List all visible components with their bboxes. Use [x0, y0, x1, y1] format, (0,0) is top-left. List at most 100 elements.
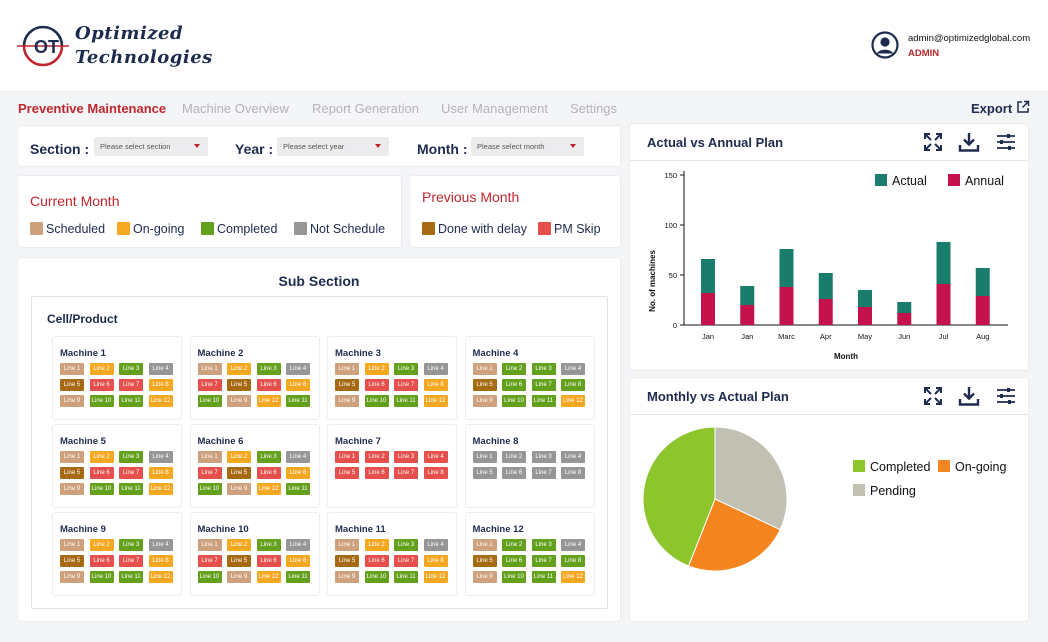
- line-badge[interactable]: Line 7: [119, 555, 143, 567]
- line-badge[interactable]: Line 9: [227, 571, 251, 583]
- line-badge[interactable]: Line 8: [423, 555, 448, 567]
- line-badge[interactable]: Line 3: [256, 363, 281, 375]
- line-badge[interactable]: Line 3: [119, 451, 143, 463]
- line-badge[interactable]: Line 3: [394, 363, 418, 375]
- line-badge[interactable]: Line 8: [561, 467, 585, 479]
- nav-machine-overview[interactable]: Machine Overview: [182, 101, 289, 116]
- line-badge[interactable]: Line 9: [335, 395, 359, 407]
- line-badge[interactable]: Line 6: [256, 467, 281, 479]
- machine-card[interactable]: Machine 11 Line 1 Line 2 Line 3 Line 4 Line 5…: [328, 513, 456, 595]
- month-select[interactable]: Please select month: [471, 137, 584, 156]
- line-badge[interactable]: Line 2: [502, 539, 526, 551]
- line-badge[interactable]: Line 12: [561, 395, 585, 407]
- line-badge[interactable]: Line 1: [197, 363, 222, 375]
- line-badge[interactable]: Line 10: [197, 483, 222, 495]
- line-badge[interactable]: Line 1: [335, 539, 359, 551]
- line-badge[interactable]: Line 7: [197, 555, 222, 567]
- filter-settings-icon[interactable]: [995, 131, 1017, 153]
- line-badge[interactable]: Line 1: [472, 451, 497, 463]
- line-badge[interactable]: Line 5: [227, 555, 251, 567]
- line-badge[interactable]: Line 9: [472, 395, 497, 407]
- line-badge[interactable]: Line 12: [423, 395, 448, 407]
- line-badge[interactable]: Line 10: [89, 571, 114, 583]
- filter-settings-icon[interactable]: [995, 385, 1017, 407]
- line-badge[interactable]: Line 1: [60, 363, 84, 375]
- machine-card[interactable]: Machine 12 Line 1 Line 2 Line 3 Line 4 Line 5…: [465, 513, 594, 595]
- line-badge[interactable]: Line 12: [561, 571, 585, 583]
- line-badge[interactable]: Line 4: [148, 539, 173, 551]
- machine-card[interactable]: Machine 10 Line 1 Line 2 Line 3 Line 4 Line 7…: [190, 513, 319, 595]
- line-badge[interactable]: Line 5: [472, 555, 497, 567]
- download-icon[interactable]: [958, 131, 980, 153]
- line-badge[interactable]: Line 7: [394, 379, 418, 391]
- brand-logo[interactable]: OT Optimized Technologies: [17, 18, 212, 74]
- line-badge[interactable]: Line 8: [286, 467, 310, 479]
- line-badge[interactable]: Line 11: [531, 571, 556, 583]
- line-badge[interactable]: Line 3: [119, 539, 143, 551]
- machine-card[interactable]: Machine 3 Line 1 Line 2 Line 3 Line 4 Line 5 L…: [328, 337, 456, 419]
- line-badge[interactable]: Line 11: [286, 571, 310, 583]
- line-badge[interactable]: Line 9: [335, 571, 359, 583]
- line-badge[interactable]: Line 1: [472, 363, 497, 375]
- line-badge[interactable]: Line 11: [119, 483, 143, 495]
- expand-icon[interactable]: [922, 131, 944, 153]
- line-badge[interactable]: Line 3: [256, 451, 281, 463]
- expand-icon[interactable]: [922, 385, 944, 407]
- line-badge[interactable]: Line 2: [502, 451, 526, 463]
- line-badge[interactable]: Line 9: [227, 395, 251, 407]
- line-badge[interactable]: Line 5: [227, 467, 251, 479]
- line-badge[interactable]: Line 12: [148, 483, 173, 495]
- line-badge[interactable]: Line 11: [394, 395, 418, 407]
- line-badge[interactable]: Line 3: [531, 539, 556, 551]
- nav-report-generation[interactable]: Report Generation: [312, 101, 419, 116]
- line-badge[interactable]: Line 3: [394, 451, 418, 463]
- line-badge[interactable]: Line 10: [364, 395, 389, 407]
- line-badge[interactable]: Line 11: [394, 571, 418, 583]
- machine-card[interactable]: Machine 7 Line 1 Line 2 Line 3 Line 4 Line 5 L…: [328, 425, 456, 507]
- line-badge[interactable]: Line 9: [227, 483, 251, 495]
- nav-settings[interactable]: Settings: [570, 101, 617, 116]
- line-badge[interactable]: Line 12: [256, 483, 281, 495]
- line-badge[interactable]: Line 2: [364, 363, 389, 375]
- line-badge[interactable]: Line 12: [423, 571, 448, 583]
- line-badge[interactable]: Line 10: [89, 483, 114, 495]
- line-badge[interactable]: Line 8: [286, 379, 310, 391]
- line-badge[interactable]: Line 9: [60, 571, 84, 583]
- machine-card[interactable]: Machine 2 Line 1 Line 2 Line 3 Line 4 Line 7 L…: [190, 337, 319, 419]
- line-badge[interactable]: Line 8: [148, 467, 173, 479]
- line-badge[interactable]: Line 8: [561, 555, 585, 567]
- line-badge[interactable]: Line 4: [286, 539, 310, 551]
- line-badge[interactable]: Line 8: [423, 379, 448, 391]
- line-badge[interactable]: Line 12: [148, 395, 173, 407]
- line-badge[interactable]: Line 8: [423, 467, 448, 479]
- line-badge[interactable]: Line 12: [256, 571, 281, 583]
- line-badge[interactable]: Line 2: [502, 363, 526, 375]
- year-select[interactable]: Please select year: [277, 137, 389, 156]
- line-badge[interactable]: Line 2: [364, 451, 389, 463]
- line-badge[interactable]: Line 6: [256, 379, 281, 391]
- line-badge[interactable]: Line 3: [119, 363, 143, 375]
- line-badge[interactable]: Line 7: [394, 555, 418, 567]
- line-badge[interactable]: Line 11: [286, 395, 310, 407]
- line-badge[interactable]: Line 2: [89, 539, 114, 551]
- line-badge[interactable]: Line 5: [472, 379, 497, 391]
- line-badge[interactable]: Line 6: [502, 555, 526, 567]
- line-badge[interactable]: Line 4: [423, 363, 448, 375]
- line-badge[interactable]: Line 7: [394, 467, 418, 479]
- line-badge[interactable]: Line 2: [89, 363, 114, 375]
- line-badge[interactable]: Line 4: [561, 363, 585, 375]
- line-badge[interactable]: Line 10: [197, 571, 222, 583]
- nav-user-management[interactable]: User Management: [441, 101, 548, 116]
- machine-card[interactable]: Machine 8 Line 1 Line 2 Line 3 Line 4 Line 5 L…: [465, 425, 594, 507]
- line-badge[interactable]: Line 7: [531, 555, 556, 567]
- line-badge[interactable]: Line 9: [472, 571, 497, 583]
- line-badge[interactable]: Line 11: [119, 395, 143, 407]
- line-badge[interactable]: Line 4: [148, 451, 173, 463]
- line-badge[interactable]: Line 7: [197, 379, 222, 391]
- line-badge[interactable]: Line 6: [502, 379, 526, 391]
- export-button[interactable]: Export: [971, 100, 1030, 116]
- line-badge[interactable]: Line 6: [502, 467, 526, 479]
- line-badge[interactable]: Line 7: [531, 467, 556, 479]
- line-badge[interactable]: Line 6: [364, 555, 389, 567]
- section-select[interactable]: Please select section: [94, 137, 208, 156]
